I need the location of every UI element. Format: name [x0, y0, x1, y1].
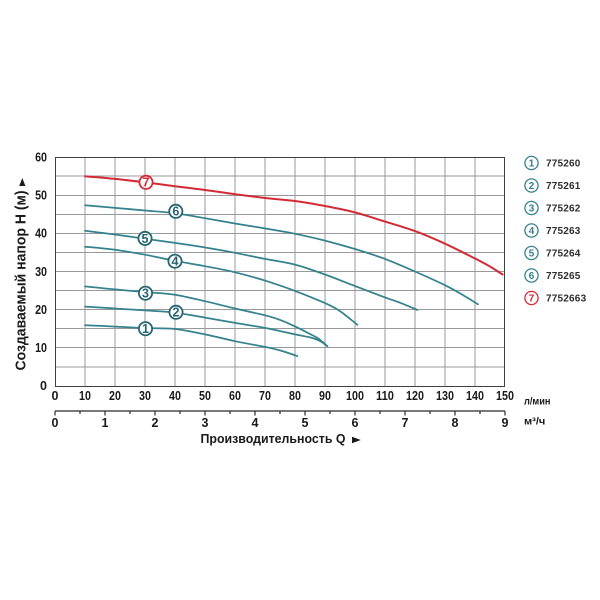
svg-text:60: 60 — [229, 389, 241, 403]
svg-text:775263: 775263 — [546, 226, 581, 237]
svg-text:40: 40 — [169, 389, 181, 403]
svg-text:3: 3 — [529, 204, 535, 215]
svg-text:775260: 775260 — [546, 158, 581, 169]
svg-text:6: 6 — [172, 205, 179, 219]
svg-text:2: 2 — [152, 416, 159, 430]
svg-text:775265: 775265 — [546, 271, 581, 282]
svg-text:70: 70 — [259, 389, 271, 403]
svg-text:Создаваемый напор H (м): Создаваемый напор H (м) — [13, 190, 29, 370]
svg-text:м³/ч: м³/ч — [524, 417, 546, 428]
svg-text:4: 4 — [529, 226, 535, 237]
svg-text:7752663: 7752663 — [546, 293, 587, 304]
svg-text:4: 4 — [172, 255, 179, 269]
svg-text:20: 20 — [109, 389, 121, 403]
svg-text:6: 6 — [529, 271, 535, 282]
svg-text:90: 90 — [319, 389, 331, 403]
svg-text:9: 9 — [502, 416, 509, 430]
svg-text:110: 110 — [376, 389, 394, 403]
svg-text:775261: 775261 — [546, 181, 581, 192]
svg-text:40: 40 — [35, 227, 47, 241]
svg-text:1: 1 — [102, 416, 109, 430]
svg-text:1: 1 — [529, 159, 535, 170]
svg-text:2: 2 — [529, 181, 535, 192]
svg-text:л/мин: л/мин — [524, 397, 551, 408]
svg-text:7: 7 — [402, 416, 409, 430]
svg-text:0: 0 — [52, 416, 59, 430]
svg-text:7: 7 — [143, 176, 150, 190]
svg-text:6: 6 — [352, 416, 359, 430]
svg-text:Производительность Q: Производительность Q — [201, 431, 346, 446]
svg-text:100: 100 — [346, 389, 364, 403]
svg-text:2: 2 — [173, 306, 180, 320]
svg-text:140: 140 — [466, 389, 484, 403]
svg-text:0: 0 — [52, 389, 59, 403]
svg-text:10: 10 — [35, 341, 47, 355]
svg-text:150: 150 — [496, 389, 514, 403]
svg-text:8: 8 — [452, 416, 459, 430]
svg-text:0: 0 — [40, 379, 47, 393]
svg-text:4: 4 — [252, 416, 259, 430]
svg-text:10: 10 — [79, 389, 91, 403]
svg-text:80: 80 — [289, 389, 301, 403]
svg-text:50: 50 — [199, 389, 211, 403]
svg-text:3: 3 — [142, 287, 149, 301]
svg-text:30: 30 — [35, 265, 47, 279]
svg-text:130: 130 — [436, 389, 454, 403]
svg-text:30: 30 — [139, 389, 151, 403]
svg-text:7: 7 — [529, 294, 535, 305]
svg-text:5: 5 — [302, 416, 309, 430]
svg-text:5: 5 — [142, 232, 149, 246]
svg-text:775264: 775264 — [546, 248, 581, 259]
svg-text:60: 60 — [35, 151, 47, 165]
svg-text:5: 5 — [529, 249, 535, 260]
svg-text:3: 3 — [202, 416, 209, 430]
svg-text:20: 20 — [35, 303, 47, 317]
svg-text:50: 50 — [35, 189, 47, 203]
svg-text:120: 120 — [406, 389, 424, 403]
svg-text:775262: 775262 — [546, 203, 581, 214]
svg-text:1: 1 — [142, 322, 149, 336]
